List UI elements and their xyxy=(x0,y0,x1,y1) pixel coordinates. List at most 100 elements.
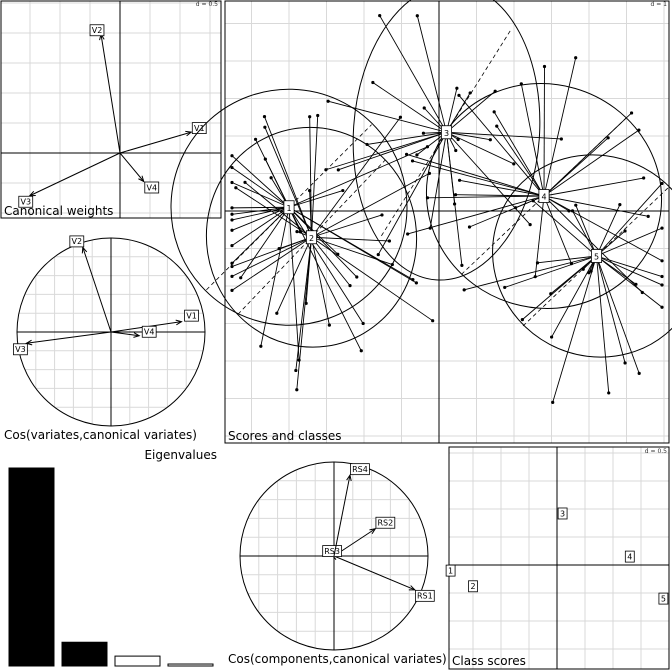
score-point xyxy=(243,180,247,184)
arrow-head xyxy=(133,332,141,338)
score-star-line xyxy=(596,255,640,374)
cos-components-label-rs2-box xyxy=(375,516,396,529)
eigenvalue-bar-3 xyxy=(114,655,161,667)
class-centroid-4: 4 xyxy=(541,193,546,202)
score-point xyxy=(457,93,461,97)
score-star-line xyxy=(231,236,312,277)
class-score-label-5: 5 xyxy=(661,594,666,603)
score-star-line xyxy=(327,100,447,133)
score-point xyxy=(406,232,410,236)
class-scores-labels: 1 2 3 4 5 xyxy=(445,507,669,605)
weight-label-v4-box xyxy=(144,181,160,194)
canonical-weights-border xyxy=(0,0,222,219)
eigenvalue-bars xyxy=(8,467,214,667)
score-star-line xyxy=(446,131,514,165)
eigenvalue-bar-4 xyxy=(167,663,214,667)
score-point xyxy=(467,225,472,229)
cos-variates-label-v1: V1 xyxy=(186,311,197,320)
arrow-head xyxy=(185,130,193,137)
score-point xyxy=(587,271,591,275)
score-star-line xyxy=(288,207,362,351)
score-point xyxy=(230,264,234,269)
score-point xyxy=(262,114,267,119)
score-point xyxy=(425,196,430,200)
class-centroid-5-box xyxy=(591,249,603,263)
cos-variates-arrow-v2 xyxy=(82,247,112,333)
score-star-line xyxy=(532,200,597,257)
weight-label-v3: V3 xyxy=(20,198,31,207)
canonical-weights-grid-label: d = 0.5 xyxy=(196,1,218,8)
score-star-line xyxy=(311,116,401,238)
score-point xyxy=(492,110,496,114)
class-centroid-3-box xyxy=(440,125,452,140)
class-scores-grid-label: d = 0.5 xyxy=(645,448,667,455)
score-star-line xyxy=(276,237,312,314)
score-star-line xyxy=(366,131,447,145)
arrow-head xyxy=(369,528,377,535)
score-point xyxy=(308,115,312,119)
score-star-line xyxy=(446,131,491,141)
score-star-line xyxy=(231,206,290,221)
score-star-line xyxy=(231,167,290,208)
score-star-line xyxy=(231,206,290,209)
class-score-label-5-box xyxy=(658,592,669,605)
scores-grid xyxy=(225,1,669,443)
score-star-line xyxy=(429,132,447,229)
score-star-line xyxy=(493,111,545,197)
score-point xyxy=(230,206,234,210)
score-point xyxy=(623,229,627,233)
score-star-line xyxy=(264,116,312,238)
score-point xyxy=(460,263,464,267)
score-point xyxy=(519,82,523,86)
score-star-line xyxy=(338,131,447,171)
score-star-line xyxy=(231,155,290,208)
score-star-line xyxy=(459,179,545,197)
class-centroid-2: 2 xyxy=(309,234,314,243)
score-star-line xyxy=(309,116,312,238)
cos-variates-label-v1-box xyxy=(184,309,199,322)
arrow-head xyxy=(408,585,417,591)
score-point xyxy=(456,137,460,142)
score-star-line xyxy=(455,194,545,197)
score-star-line xyxy=(543,195,572,264)
score-star-line xyxy=(311,237,330,326)
score-point xyxy=(570,209,575,213)
score-point xyxy=(404,152,409,156)
score-star-line xyxy=(596,255,663,286)
score-star-line xyxy=(543,129,640,197)
score-star-line xyxy=(551,255,597,338)
class-score-label-1: 1 xyxy=(448,566,453,575)
cos-variates-label-v2-box xyxy=(69,235,85,248)
score-star-line xyxy=(372,82,447,133)
score-star-line xyxy=(596,255,626,364)
score-star-line xyxy=(543,195,643,293)
cos-variates-title: Cos(variates,canonical variates) xyxy=(4,428,197,442)
score-star-line xyxy=(596,227,663,257)
class-scores-panel: d = 0.5 1 2 3 4 5 Class scores xyxy=(445,446,670,670)
score-point xyxy=(348,284,352,288)
score-star-line xyxy=(412,160,545,197)
cos-variates-label-v4-box xyxy=(141,325,157,338)
score-star-line xyxy=(311,236,390,242)
arrow-head xyxy=(175,319,183,326)
score-star-line xyxy=(552,255,597,403)
score-star-line xyxy=(311,173,430,238)
score-point xyxy=(230,165,234,170)
arrow-head xyxy=(28,190,36,197)
score-star-line xyxy=(231,206,290,264)
scores-border xyxy=(224,0,670,444)
class-score-label-4-box xyxy=(624,550,635,563)
score-point xyxy=(239,276,243,280)
class-centroid-2-box xyxy=(305,230,317,245)
class-ellipse-5 xyxy=(492,154,672,358)
scores-and-classes-panel: d = 1 1 2 3 4 5 Scores and classes xyxy=(170,0,672,444)
score-point xyxy=(398,115,403,119)
class-ellipse-1 xyxy=(170,88,408,326)
score-star-line xyxy=(534,195,545,277)
score-point xyxy=(230,261,234,265)
score-point xyxy=(421,131,426,135)
score-point xyxy=(512,162,516,166)
class-score-label-3: 3 xyxy=(560,509,565,518)
class-ellipse-2 xyxy=(205,126,418,348)
weight-arrow-v1 xyxy=(119,131,192,154)
